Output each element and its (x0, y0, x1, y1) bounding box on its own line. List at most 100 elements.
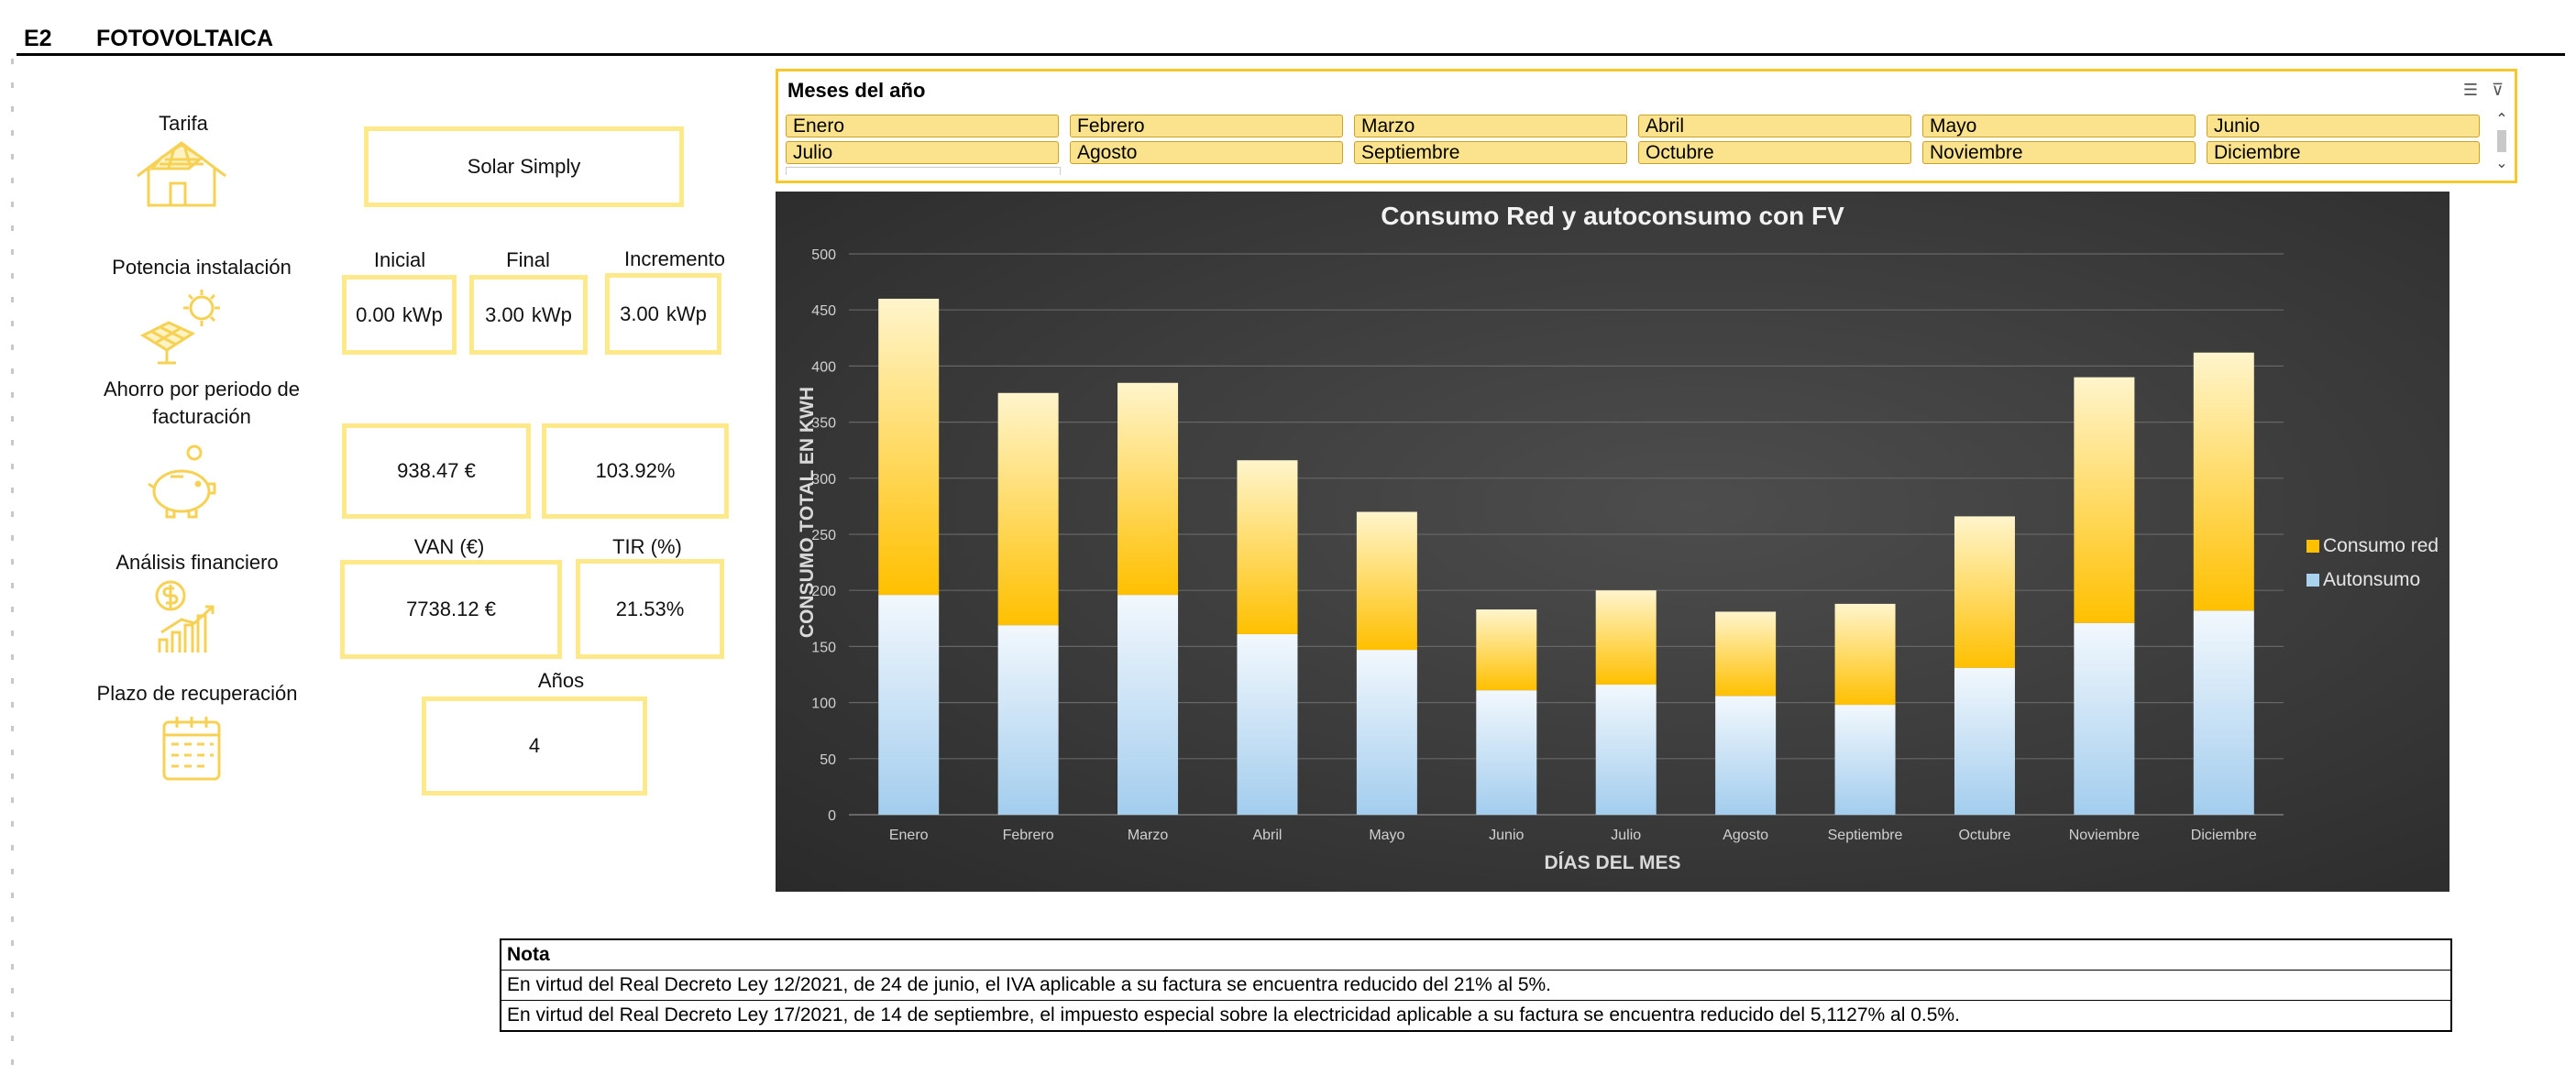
bar-autonsumo (878, 595, 940, 815)
slicer-title: Meses del año (787, 79, 926, 102)
potencia-inicial-unit: kWp (402, 302, 443, 326)
page-title: FOTOVOLTAICA (96, 26, 274, 51)
van-value: 7738.12 € (340, 560, 562, 659)
stacked-bar-chart[interactable]: Consumo Red y autoconsumo con FV 0 50 100 1… (776, 192, 2449, 892)
slicer-item-diciembre[interactable]: Diciembre (2207, 141, 2480, 164)
potencia-incremento-header: Incremento (623, 247, 726, 270)
bar-consumo-red (1356, 511, 1417, 651)
tarifa-label: Tarifa (159, 112, 208, 135)
bar-autonsumo (1117, 595, 1179, 815)
house-solar-icon (134, 139, 229, 209)
bar-consumo-red (1476, 609, 1537, 691)
tarifa-value: Solar Simply (364, 126, 684, 207)
bar-consumo-red (1237, 460, 1298, 634)
calendar-icon (160, 713, 223, 783)
ahorro-label-line1: Ahorro por periodo de (103, 378, 301, 400)
bar-autonsumo (1595, 685, 1657, 815)
scroll-up-icon[interactable]: ⌃ (2495, 112, 2508, 127)
potencia-inicial-header: Inicial (373, 248, 426, 271)
chart-canvas: Consumo Red y autoconsumo con FV 0 50 100 1… (797, 202, 2438, 873)
y-tick-label: 400 (811, 359, 836, 375)
slicer-item-junio[interactable]: Junio (2207, 115, 2480, 137)
multi-select-icon[interactable]: ☰ (2462, 81, 2478, 99)
slicer-item-febrero[interactable]: Febrero (1070, 115, 1343, 137)
ahorro-amount: 938.47 € (342, 423, 531, 519)
section-code: E2 (24, 26, 52, 51)
slicer-item-agosto[interactable]: Agosto (1070, 141, 1343, 164)
nota-header: Nota (507, 944, 550, 965)
y-tick-label: 100 (811, 697, 836, 712)
van-header: VAN (€) (413, 535, 485, 558)
y-tick-label: 0 (828, 808, 836, 824)
slicer-item-abril[interactable]: Abril (1638, 115, 1911, 137)
anos-header: Años (537, 669, 585, 692)
x-tick-label: Septiembre (1828, 828, 1903, 843)
x-tick-label: Enero (889, 828, 929, 843)
chart-title: Consumo Red y autoconsumo con FV (1381, 202, 1844, 230)
x-tick-label: Agosto (1723, 828, 1768, 843)
bar-consumo-red (1595, 590, 1657, 686)
bar-autonsumo (1954, 667, 2015, 815)
bar-autonsumo (1834, 705, 1896, 815)
slicer-item-mayo[interactable]: Mayo (1922, 115, 2196, 137)
bar-autonsumo (1356, 650, 1417, 815)
bar-consumo-red (878, 298, 940, 596)
y-tick-label: 450 (811, 303, 836, 319)
x-tick-label: Febrero (1003, 828, 1054, 843)
anos-value: 4 (422, 697, 647, 795)
bar-consumo-red (2193, 352, 2254, 611)
bar-autonsumo (997, 625, 1059, 815)
scroll-thumb[interactable] (2497, 130, 2506, 152)
x-tick-label: Junio (1489, 828, 1524, 843)
x-tick-label: Octubre (1958, 828, 2010, 843)
plazo-label: Plazo de recuperación (96, 682, 298, 705)
bar-autonsumo (2193, 610, 2254, 815)
bar-consumo-red (1834, 603, 1896, 706)
potencia-incremento-unit: kWp (666, 302, 707, 325)
bar-consumo-red (2074, 377, 2135, 623)
slicer-item-blank[interactable] (786, 167, 1061, 175)
money-growth-icon (154, 579, 218, 654)
chart-ylabel: CONSUMO TOTAL EN KWH (797, 387, 818, 638)
slicer-scrollbar[interactable]: ⌃ ⌄ (2493, 110, 2511, 178)
potencia-incremento-box: 3.00 kWp (605, 273, 721, 355)
potencia-inicial-box: 0.00 kWp (342, 275, 457, 355)
y-tick-label: 200 (811, 584, 836, 599)
x-tick-label: Diciembre (2191, 828, 2257, 843)
chart-legend: Consumo red Autonsumo (2306, 535, 2438, 590)
y-tick-label: 150 (811, 640, 836, 655)
nota-line-2: En virtud del Real Decreto Ley 17/2021, … (501, 1000, 2450, 1030)
potencia-final-value: 3.00 (485, 302, 524, 326)
solar-panel-icon (138, 286, 226, 365)
bar-autonsumo (1237, 633, 1298, 815)
chart-xlabel: DÍAS DEL MES (1545, 852, 1681, 873)
slicer-item-noviembre[interactable]: Noviembre (1922, 141, 2196, 164)
nota-line-1: En virtud del Real Decreto Ley 12/2021, … (501, 970, 2450, 1000)
header-divider (17, 53, 2565, 56)
potencia-inicial-value: 0.00 (356, 302, 395, 326)
slicer-item-octubre[interactable]: Octubre (1638, 141, 1911, 164)
slicer-item-septiembre[interactable]: Septiembre (1354, 141, 1627, 164)
ahorro-label-line2: facturación (152, 405, 251, 428)
potencia-final-header: Final (506, 248, 550, 271)
slicer-item-marzo[interactable]: Marzo (1354, 115, 1627, 137)
ahorro-percent: 103.92% (542, 423, 729, 519)
legend-swatch-autonsumo (2306, 574, 2319, 587)
x-tick-label: Julio (1611, 828, 1641, 843)
slicer-item-julio[interactable]: Julio (786, 141, 1059, 164)
potencia-label: Potencia instalación (112, 256, 292, 279)
legend-swatch-consumo-red (2306, 540, 2319, 553)
clear-filter-icon[interactable]: ⊽ (2491, 81, 2504, 99)
piggy-bank-icon (147, 444, 220, 521)
bar-consumo-red (997, 392, 1059, 626)
y-tick-label: 300 (811, 472, 836, 488)
x-tick-label: Marzo (1128, 828, 1169, 843)
x-tick-label: Mayo (1369, 828, 1404, 843)
y-tick-label: 350 (811, 416, 836, 432)
nota-table: Nota En virtud del Real Decreto Ley 12/2… (500, 938, 2452, 1032)
potencia-incremento-value: 3.00 (620, 302, 659, 325)
x-tick-label: Abril (1252, 828, 1282, 843)
scroll-down-icon[interactable]: ⌄ (2495, 156, 2508, 171)
potencia-final-box: 3.00 kWp (469, 275, 588, 355)
slicer-item-enero[interactable]: Enero (786, 115, 1059, 137)
